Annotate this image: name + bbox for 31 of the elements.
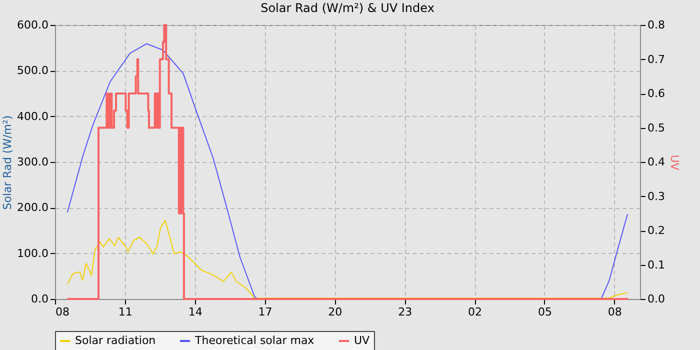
x-tick-label: 20 (328, 306, 342, 318)
x-tick-label: 08 (56, 306, 70, 318)
y-tick-label: 0.0 (31, 292, 48, 306)
x-tick-label: 02 (468, 306, 482, 318)
y2-tick-label: 0.3 (648, 190, 665, 203)
legend-label: UV (354, 334, 370, 347)
x-tick-label: 11 (118, 306, 132, 318)
x-tick-label: 14 (188, 306, 202, 318)
y2-tick-label: 0.5 (648, 121, 665, 134)
y-tick-label: 400.0 (17, 110, 48, 123)
y2-tick-label: 0.2 (648, 224, 665, 237)
y2-axis-title: UV (668, 154, 681, 171)
y2-tick-label: 0.1 (648, 258, 665, 272)
x-tick-label: 08 (608, 306, 622, 318)
legend-label: Solar radiation (75, 334, 156, 347)
y2-tick-label: 0.7 (648, 52, 665, 66)
y2-tick-label: 0.0 (648, 292, 665, 306)
y-tick-label: 300.0 (17, 156, 48, 168)
x-tick-label: 17 (258, 306, 272, 318)
chart-title: Solar Rad (W/m²) & UV Index (260, 1, 434, 15)
y-tick-label: 200.0 (17, 201, 48, 214)
y-tick-label: 600.0 (17, 18, 48, 32)
x-tick-label: 23 (398, 306, 412, 318)
y2-tick-label: 0.6 (648, 87, 665, 100)
y2-tick-label: 0.4 (648, 156, 665, 168)
y-tick-label: 100.0 (17, 246, 48, 260)
y-tick-label: 500.0 (17, 64, 48, 78)
legend-label: Theoretical solar max (194, 334, 315, 347)
y-axis-title: Solar Rad (W/m²) (1, 115, 14, 210)
y2-tick-label: 0.8 (648, 18, 665, 32)
x-tick-label: 05 (538, 306, 552, 318)
